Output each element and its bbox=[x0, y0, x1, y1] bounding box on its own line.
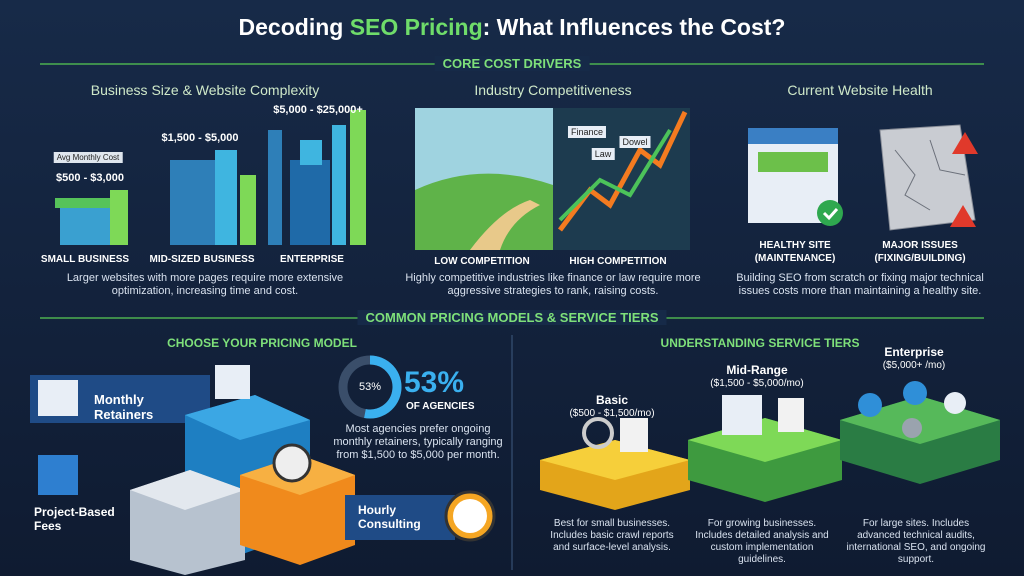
column-title: Business Size & Website Complexity bbox=[90, 82, 320, 98]
subsection-title: CHOOSE YOUR PRICING MODEL bbox=[167, 336, 357, 350]
price: $5,000 - $25,000+ bbox=[273, 104, 363, 116]
tier-description: For growing businesses. Includes detaile… bbox=[695, 518, 829, 565]
tier-platforms bbox=[540, 381, 1000, 510]
tier-name: Basic bbox=[595, 393, 629, 407]
bubble: Dowel bbox=[619, 136, 651, 148]
tier-description: For large sites. Includes advanced techn… bbox=[846, 518, 986, 565]
buildings bbox=[55, 110, 366, 245]
column-title: Current Website Health bbox=[787, 82, 933, 98]
tier-price: ($1,500 - $5,000/mo) bbox=[710, 378, 804, 389]
bubble: Law bbox=[591, 148, 615, 160]
tier-label: ENTERPRISE bbox=[280, 254, 344, 265]
title-part: Decoding bbox=[238, 14, 350, 40]
share-caption: OF AGENCIES bbox=[406, 401, 475, 412]
caption: Highly competitive industries like finan… bbox=[405, 272, 701, 297]
tier-description: Best for small businesses. Includes basi… bbox=[550, 518, 674, 553]
model-label: Project-Based Fees bbox=[34, 505, 115, 533]
note: Most agencies prefer ongoing monthly ret… bbox=[333, 423, 503, 461]
column-title: Industry Competitiveness bbox=[474, 82, 632, 98]
share-stat: 53% bbox=[404, 366, 465, 399]
panel-label: MAJOR ISSUES bbox=[882, 240, 958, 251]
price: $1,500 - $5,000 bbox=[161, 132, 239, 144]
panel-label: HEALTHY SITE bbox=[759, 240, 831, 251]
model-label: Hourly Consulting bbox=[358, 503, 421, 531]
subsection-title: UNDERSTANDING SERVICE TIERS bbox=[660, 336, 860, 350]
title-part: : What Influences the Cost? bbox=[482, 14, 786, 40]
tier-price: ($500 - $1,500/mo) bbox=[569, 408, 655, 419]
tier-name: Enterprise bbox=[884, 345, 944, 359]
tier-name: Mid-Range bbox=[726, 363, 788, 377]
title: Decoding SEO Pricing: What Influences th… bbox=[239, 14, 786, 41]
tier-label: SMALL BUSINESS bbox=[40, 254, 130, 265]
panel-label: HIGH COMPETITION bbox=[569, 256, 667, 267]
panel-label: (FIXING/BUILDING) bbox=[874, 253, 966, 264]
donut-label: 53% bbox=[358, 381, 382, 393]
competition-panels bbox=[415, 108, 690, 250]
section-heading: CORE COST DRIVERS bbox=[434, 56, 590, 71]
tier-price: ($5,000+ /mo) bbox=[882, 360, 946, 371]
donut-arc bbox=[364, 355, 402, 419]
panel-label: (MAINTENANCE) bbox=[754, 253, 836, 264]
model-label: Monthly Retainers bbox=[94, 392, 154, 422]
price: $500 - $3,000 bbox=[56, 172, 124, 184]
title-highlight: SEO Pricing bbox=[349, 14, 483, 40]
panel-label: LOW COMPETITION bbox=[434, 256, 530, 267]
caption: Larger websites with more pages require … bbox=[66, 272, 344, 297]
model-cubes bbox=[30, 365, 496, 575]
caption: Building SEO from scratch or fixing majo… bbox=[736, 272, 984, 297]
price-tag: Avg Monthly Cost bbox=[53, 152, 123, 163]
health-icons bbox=[748, 124, 978, 231]
tier-label: MID-SIZED BUSINESS bbox=[149, 254, 255, 265]
bubble: Finance bbox=[567, 126, 607, 138]
section-heading: COMMON PRICING MODELS & SERVICE TIERS bbox=[357, 310, 667, 325]
